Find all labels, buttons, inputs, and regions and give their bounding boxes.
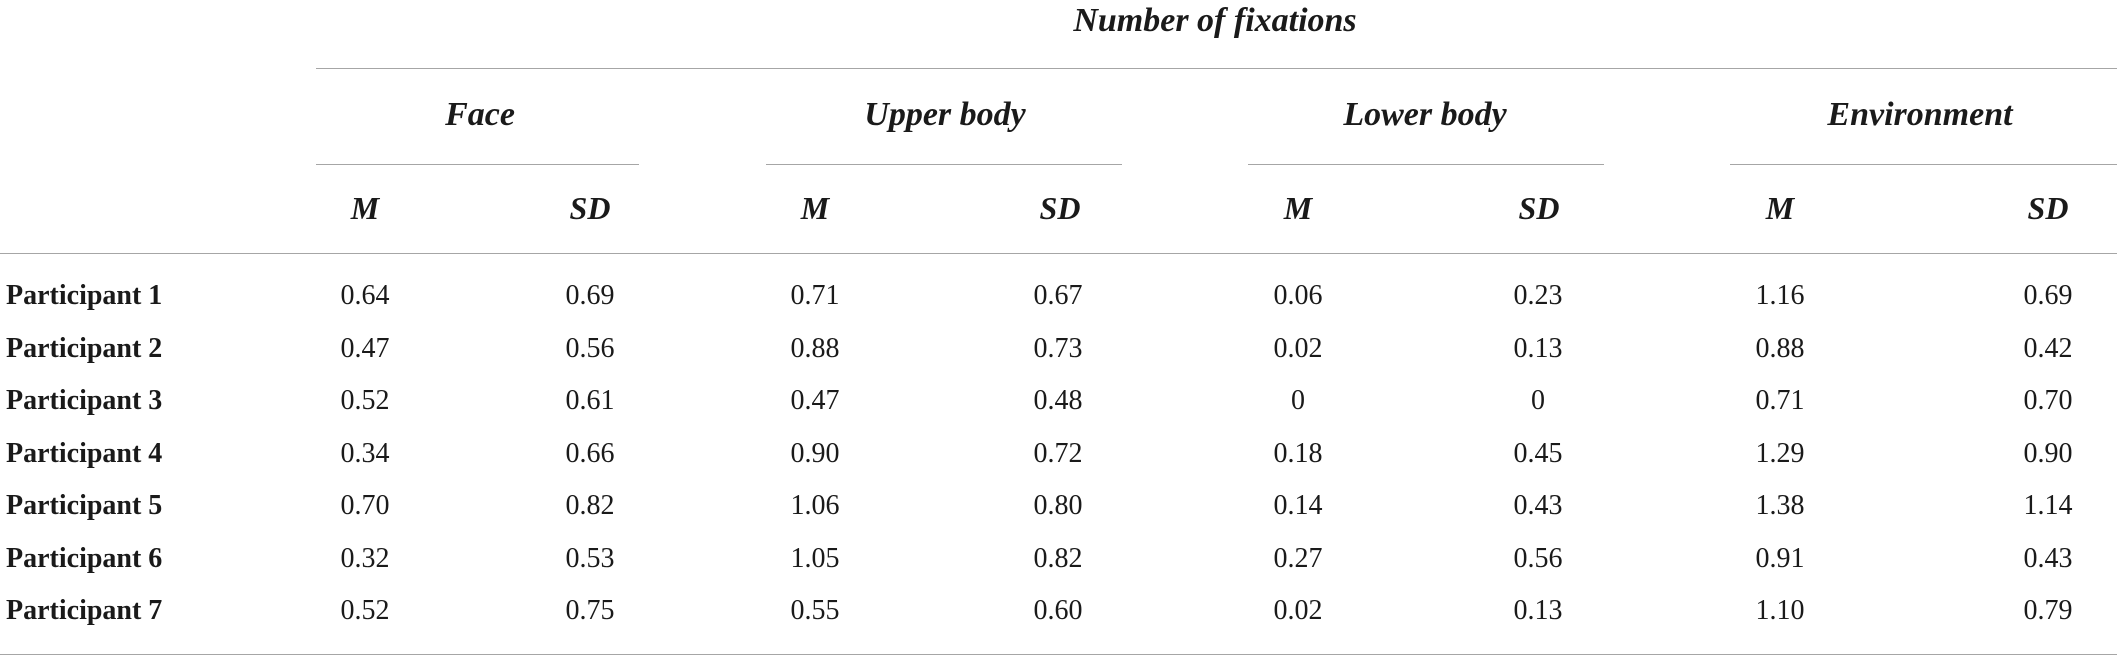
stat-label-lower-m: M bbox=[1283, 190, 1313, 226]
table-cell: 0.52 bbox=[340, 385, 390, 416]
table-cell: 1.14 bbox=[2023, 490, 2073, 521]
stat-label-env-m: M bbox=[1765, 190, 1795, 226]
table-cell: 0.27 bbox=[1273, 542, 1323, 574]
row-label: Participant 7 bbox=[6, 595, 163, 626]
table-cell: 0.88 bbox=[790, 332, 840, 364]
table-cell: 1.06 bbox=[790, 490, 840, 521]
table-cell: 0.13 bbox=[1513, 595, 1563, 626]
table-cell: 0 bbox=[1291, 385, 1305, 416]
table-cell: 0.88 bbox=[1755, 332, 1805, 364]
row-label: Participant 5 bbox=[6, 490, 163, 521]
table-cell: 0.18 bbox=[1273, 437, 1323, 469]
group-header-face: Face bbox=[445, 96, 515, 133]
group-rule-face bbox=[316, 164, 639, 165]
table-cell: 0.82 bbox=[565, 490, 615, 521]
table-cell: 0.66 bbox=[565, 437, 615, 469]
table-cell: 0.82 bbox=[1033, 542, 1083, 574]
row-label: Participant 6 bbox=[6, 542, 163, 574]
table-cell: 1.16 bbox=[1755, 280, 1805, 311]
table-cell: 1.38 bbox=[1755, 490, 1805, 521]
table-cell: 0.73 bbox=[1033, 332, 1083, 364]
stat-label-upper-sd: SD bbox=[1039, 190, 1081, 226]
table-cell: 0.56 bbox=[1513, 542, 1563, 574]
table-cell: 0.02 bbox=[1273, 595, 1323, 626]
spanner-rule bbox=[316, 68, 2117, 69]
table-cell: 0.90 bbox=[790, 437, 840, 469]
row-label: Participant 3 bbox=[6, 385, 163, 416]
group-rule-environment bbox=[1730, 164, 2117, 165]
group-rule-upper-body bbox=[766, 164, 1122, 165]
table-cell: 0.70 bbox=[340, 490, 390, 521]
table-cell: 0.47 bbox=[790, 385, 840, 416]
stat-label-lower-sd: SD bbox=[1518, 190, 1560, 226]
row-label: Participant 1 bbox=[6, 280, 163, 311]
table-cell: 0.75 bbox=[565, 595, 615, 626]
table-cell: 0.60 bbox=[1033, 595, 1083, 626]
table-cell: 0.69 bbox=[2023, 280, 2073, 311]
table-cell: 0.56 bbox=[565, 332, 615, 364]
table-cell: 0.53 bbox=[565, 542, 615, 574]
table-cell: 0.55 bbox=[790, 595, 840, 626]
group-header-environment: Environment bbox=[1827, 96, 2013, 133]
stat-label-env-sd: SD bbox=[2027, 190, 2069, 226]
table-cell: 1.29 bbox=[1755, 437, 1805, 469]
table-cell: 0 bbox=[1531, 385, 1545, 416]
table-cell: 0.45 bbox=[1513, 437, 1563, 469]
table-cell: 0.61 bbox=[565, 385, 615, 416]
table-cell: 0.52 bbox=[340, 595, 390, 626]
table-cell: 0.14 bbox=[1273, 490, 1323, 521]
table-cell: 0.91 bbox=[1755, 542, 1805, 574]
header-bottom-rule bbox=[0, 253, 2117, 254]
table-cell: 0.79 bbox=[2023, 595, 2073, 626]
table-cell: 0.80 bbox=[1033, 490, 1083, 521]
table-cell: 0.06 bbox=[1273, 280, 1323, 311]
table-cell: 0.90 bbox=[2023, 437, 2073, 469]
table-cell: 0.34 bbox=[340, 437, 390, 469]
table-cell: 0.43 bbox=[1513, 490, 1563, 521]
group-rule-lower-body bbox=[1248, 164, 1604, 165]
table-cell: 0.72 bbox=[1033, 437, 1083, 469]
table-cell: 0.48 bbox=[1033, 385, 1083, 416]
table-cell: 1.05 bbox=[790, 542, 840, 574]
table-cell: 0.70 bbox=[2023, 385, 2073, 416]
table-bottom-rule bbox=[0, 654, 2117, 655]
stat-label-face-sd: SD bbox=[569, 190, 611, 226]
table-cell: 0.42 bbox=[2023, 332, 2073, 364]
row-label: Participant 4 bbox=[6, 437, 163, 469]
stat-label-upper-m: M bbox=[800, 190, 830, 226]
table-cell: 0.71 bbox=[1755, 385, 1805, 416]
table-cell: 1.10 bbox=[1755, 595, 1805, 626]
table-cell: 0.71 bbox=[790, 280, 840, 311]
table-cell: 0.13 bbox=[1513, 332, 1563, 364]
spanner-header: Number of fixations bbox=[1073, 2, 1357, 39]
table-cell: 0.23 bbox=[1513, 280, 1563, 311]
table-cell: 0.64 bbox=[340, 280, 390, 311]
table-cell: 0.02 bbox=[1273, 332, 1323, 364]
table-cell: 0.32 bbox=[340, 542, 390, 574]
row-label: Participant 2 bbox=[6, 332, 163, 364]
table-cell: 0.67 bbox=[1033, 280, 1083, 311]
table-cell: 0.43 bbox=[2023, 542, 2073, 574]
group-header-upper-body: Upper body bbox=[864, 96, 1026, 133]
table-cell: 0.47 bbox=[340, 332, 390, 364]
stat-label-face-m: M bbox=[350, 190, 380, 226]
group-header-lower-body: Lower body bbox=[1343, 96, 1507, 133]
table-cell: 0.69 bbox=[565, 280, 615, 311]
